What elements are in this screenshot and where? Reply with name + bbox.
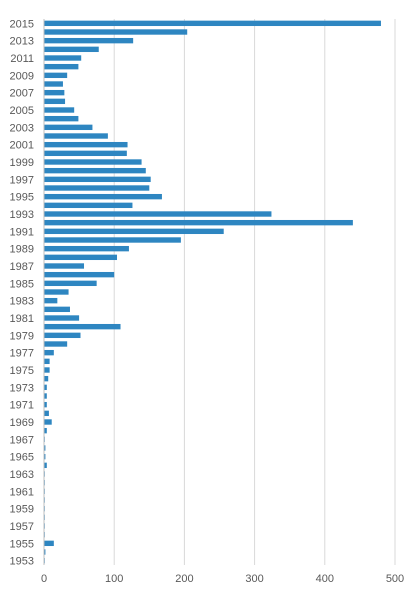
bar-1996 bbox=[44, 185, 150, 191]
bar-2005 bbox=[44, 107, 75, 113]
bar-2001 bbox=[44, 141, 128, 148]
bar-1966 bbox=[44, 445, 46, 451]
bar-1980 bbox=[44, 323, 121, 330]
bar-1981 bbox=[44, 315, 80, 321]
y-tick-label: 1979 bbox=[10, 330, 34, 342]
bar-1969 bbox=[44, 419, 52, 425]
bar-1978 bbox=[44, 341, 68, 347]
y-tick-label: 2003 bbox=[10, 122, 34, 134]
y-tick-label: 2013 bbox=[10, 36, 34, 48]
bar-1993 bbox=[44, 211, 272, 217]
y-tick-label: 1993 bbox=[10, 209, 34, 221]
y-tick-label: 1961 bbox=[10, 486, 34, 498]
bar-1995 bbox=[44, 193, 162, 200]
bar-2003 bbox=[44, 124, 93, 131]
bar-2007 bbox=[44, 89, 65, 96]
bar-1971 bbox=[44, 401, 47, 408]
y-tick-label: 1995 bbox=[10, 192, 34, 204]
y-tick-label: 1999 bbox=[10, 157, 34, 169]
bar-1998 bbox=[44, 167, 146, 174]
bar-1954 bbox=[44, 549, 46, 555]
y-tick-label: 1953 bbox=[10, 556, 34, 568]
x-tick-label: 200 bbox=[175, 573, 193, 585]
y-tick-label: 1985 bbox=[10, 278, 34, 290]
y-tick-label: 1967 bbox=[10, 434, 34, 446]
bar-1994 bbox=[44, 202, 133, 209]
x-tick-label: 0 bbox=[41, 573, 47, 585]
bar-1989 bbox=[44, 245, 129, 252]
bar-1977 bbox=[44, 349, 54, 356]
bar-2012 bbox=[44, 46, 99, 53]
y-tick-label: 1991 bbox=[10, 226, 34, 238]
x-tick-label: 400 bbox=[316, 573, 334, 585]
y-axis-tick-labels: 1953 1955 1957 1959 1961 1963 1965 1967 1969 1971… bbox=[10, 18, 34, 567]
bar-1976 bbox=[44, 358, 50, 365]
y-tick-label: 1969 bbox=[10, 417, 34, 429]
y-tick-label: 1975 bbox=[10, 365, 34, 377]
bar-1979 bbox=[44, 332, 81, 339]
y-tick-label: 2007 bbox=[10, 88, 34, 100]
bar-1973 bbox=[44, 384, 47, 391]
bar-1987 bbox=[44, 263, 85, 269]
bar-2008 bbox=[44, 81, 63, 87]
bar-1974 bbox=[44, 375, 49, 382]
bar-2015 bbox=[44, 20, 381, 27]
bar-1991 bbox=[44, 228, 224, 235]
bar-2010 bbox=[44, 63, 79, 70]
bars bbox=[44, 20, 381, 564]
gridlines bbox=[113, 19, 396, 565]
y-tick-label: 1959 bbox=[10, 504, 34, 516]
bar-1999 bbox=[44, 159, 142, 165]
bar-1972 bbox=[44, 393, 47, 399]
bar-1986 bbox=[44, 271, 115, 278]
y-tick-label: 1971 bbox=[10, 400, 34, 412]
bar-1992 bbox=[44, 219, 353, 226]
y-tick-label: 1963 bbox=[10, 469, 34, 481]
bar-1968 bbox=[44, 427, 47, 434]
bar-1985 bbox=[44, 280, 97, 287]
bar-1955 bbox=[44, 540, 54, 547]
y-tick-label: 1965 bbox=[10, 452, 34, 464]
bar-1964 bbox=[44, 462, 47, 469]
bar-1984 bbox=[44, 289, 69, 295]
bar-2011 bbox=[44, 55, 82, 61]
bar-1965 bbox=[44, 453, 46, 460]
y-tick-label: 1997 bbox=[10, 174, 34, 186]
y-tick-label: 1977 bbox=[10, 348, 34, 360]
bar-2004 bbox=[44, 115, 79, 122]
y-tick-label: 2011 bbox=[10, 53, 34, 65]
bar-1988 bbox=[44, 254, 118, 261]
bar-1990 bbox=[44, 237, 181, 243]
bar-2002 bbox=[44, 133, 108, 139]
x-axis-tick-labels: 0 100 200 300 400 500 bbox=[41, 573, 404, 585]
y-tick-label: 2009 bbox=[10, 70, 34, 82]
y-tick-label: 1957 bbox=[10, 521, 34, 533]
y-tick-label: 1955 bbox=[10, 538, 34, 550]
bar-1970 bbox=[44, 410, 49, 417]
y-tick-label: 2005 bbox=[10, 105, 34, 117]
bar-1983 bbox=[44, 297, 58, 304]
bar-2014 bbox=[44, 29, 188, 35]
x-tick-label: 500 bbox=[386, 573, 404, 585]
bar-1975 bbox=[44, 367, 50, 373]
y-tick-label: 1973 bbox=[10, 382, 34, 394]
y-tick-label: 1987 bbox=[10, 261, 34, 273]
x-tick-label: 300 bbox=[245, 573, 263, 585]
bar-1982 bbox=[44, 306, 70, 313]
y-tick-label: 2015 bbox=[10, 18, 34, 30]
bar-2006 bbox=[44, 98, 66, 105]
bar-2009 bbox=[44, 72, 68, 79]
bar-2000 bbox=[44, 150, 127, 157]
bar-1997 bbox=[44, 176, 151, 183]
bar-2013 bbox=[44, 37, 134, 44]
x-tick-label: 100 bbox=[105, 573, 123, 585]
y-tick-label: 1989 bbox=[10, 244, 34, 256]
y-tick-label: 1981 bbox=[10, 313, 34, 325]
y-tick-label: 2001 bbox=[10, 140, 34, 152]
y-tick-label: 1983 bbox=[10, 296, 34, 308]
